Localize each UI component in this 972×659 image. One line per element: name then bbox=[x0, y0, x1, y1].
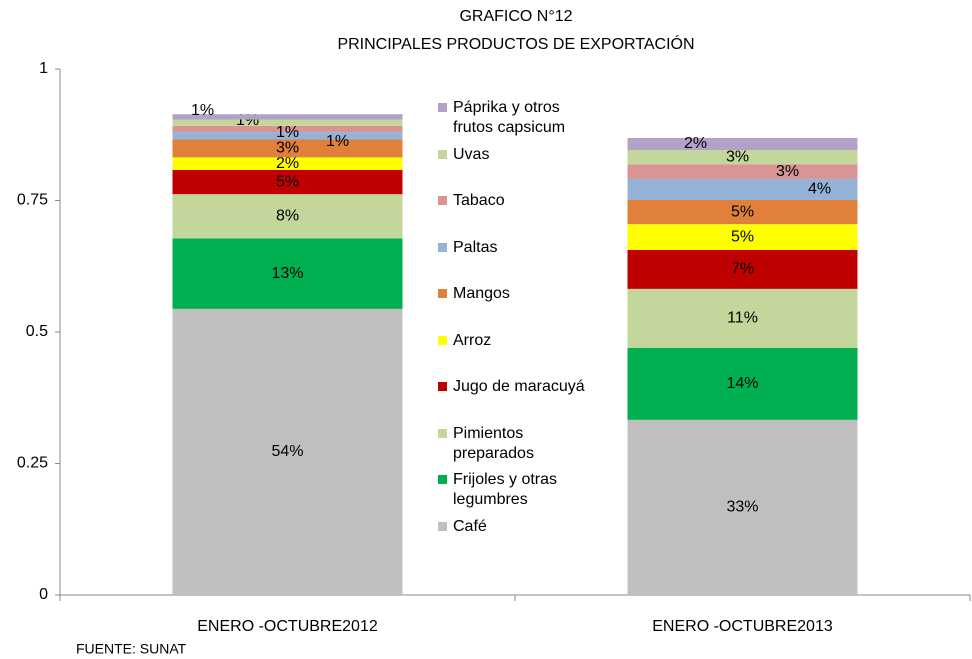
bar-segment bbox=[627, 178, 858, 200]
data-label: 54% bbox=[271, 443, 303, 460]
data-label: 1% bbox=[191, 102, 214, 119]
bar-segment bbox=[172, 139, 403, 158]
legend-item: Arroz bbox=[438, 331, 588, 351]
legend-swatch bbox=[438, 103, 447, 112]
legend-label: Café bbox=[453, 517, 487, 535]
bar-segment bbox=[172, 238, 403, 309]
legend-swatch bbox=[438, 428, 447, 438]
bar-segment bbox=[172, 114, 403, 120]
bar-segment bbox=[627, 137, 858, 151]
legend-label: Paltas bbox=[453, 238, 498, 256]
legend-item: Pimientos preparados bbox=[438, 424, 588, 464]
data-label: 14% bbox=[726, 375, 758, 392]
bar-segment bbox=[172, 308, 403, 595]
legend-item: Páprika y otros frutos capsicum bbox=[438, 98, 588, 138]
data-label: 8% bbox=[276, 207, 299, 224]
legend-item: Frijoles y otras legumbres bbox=[438, 470, 588, 510]
y-tick-label: 0.75 bbox=[17, 192, 48, 209]
bar-segment bbox=[627, 224, 858, 250]
bar-segment bbox=[172, 157, 403, 170]
y-tick-label: 0.25 bbox=[17, 455, 48, 472]
legend-item: Mangos bbox=[438, 284, 588, 304]
legend-label: Pimientos preparados bbox=[453, 424, 534, 462]
data-label: 2% bbox=[276, 155, 299, 172]
data-label: 1% bbox=[276, 124, 299, 141]
source: FUENTE: SUNAT bbox=[76, 641, 187, 657]
legend-label: Jugo de maracuyá bbox=[453, 378, 585, 395]
bar-segment bbox=[627, 199, 858, 225]
bar-segment bbox=[172, 169, 403, 195]
legend-swatch bbox=[438, 382, 447, 391]
data-label: 13% bbox=[271, 265, 303, 282]
legend-swatch bbox=[438, 521, 447, 531]
legend-label: Frijoles y otras legumbres bbox=[453, 471, 558, 508]
legend-label: Tabaco bbox=[453, 192, 505, 209]
bar-segment bbox=[627, 288, 858, 348]
chart-subtitle: PRINCIPALES PRODUCTOS DE EXPORTACIÓN bbox=[337, 34, 694, 53]
legend-swatch bbox=[438, 335, 447, 345]
bar-segment bbox=[172, 119, 403, 126]
chart-title: GRAFICO N°12 bbox=[459, 8, 572, 25]
data-label: 4% bbox=[808, 181, 831, 198]
bar-segment bbox=[172, 125, 403, 133]
data-label: 5% bbox=[731, 228, 754, 245]
data-label: 3% bbox=[276, 140, 299, 157]
data-label: 33% bbox=[726, 499, 758, 516]
y-tick-label: 0 bbox=[39, 586, 48, 603]
data-label: 5% bbox=[276, 173, 299, 190]
bar-segment bbox=[627, 347, 858, 420]
bar-segment bbox=[172, 132, 403, 140]
data-label: 1% bbox=[326, 133, 349, 150]
data-label: 11% bbox=[727, 310, 758, 327]
legend-swatch bbox=[438, 242, 447, 252]
legend-label: Mangos bbox=[453, 285, 510, 302]
legend-swatch bbox=[438, 196, 447, 205]
bar-segment bbox=[627, 164, 858, 179]
legend-swatch bbox=[438, 149, 447, 159]
legend-label: Páprika y otros frutos capsicum bbox=[453, 99, 566, 136]
legend-swatch bbox=[438, 289, 447, 298]
y-tick-label: 0.5 bbox=[26, 323, 48, 340]
bar-segment bbox=[172, 194, 403, 239]
legend-item: Café bbox=[438, 517, 588, 537]
legend-item: Uvas bbox=[438, 145, 588, 165]
bar-segment bbox=[627, 249, 858, 289]
data-label: 7% bbox=[731, 261, 754, 278]
legend-item: Tabaco bbox=[438, 191, 588, 211]
legend-label: Uvas bbox=[453, 145, 490, 163]
y-tick-label: 1 bbox=[39, 60, 48, 77]
bar-segment bbox=[627, 419, 858, 595]
data-label: 3% bbox=[776, 163, 799, 180]
data-label: 2% bbox=[684, 135, 707, 152]
x-tick-label: ENERO -OCTUBRE2012 bbox=[197, 618, 378, 635]
legend-swatch bbox=[438, 475, 447, 484]
x-tick-label: ENERO -OCTUBRE2013 bbox=[652, 618, 833, 635]
data-label: 3% bbox=[726, 148, 749, 165]
bar-segment bbox=[627, 150, 858, 165]
legend-label: Arroz bbox=[453, 331, 492, 349]
legend-item: Paltas bbox=[438, 238, 588, 258]
data-label: 5% bbox=[731, 203, 754, 220]
legend-item: Jugo de maracuyá bbox=[438, 377, 588, 397]
